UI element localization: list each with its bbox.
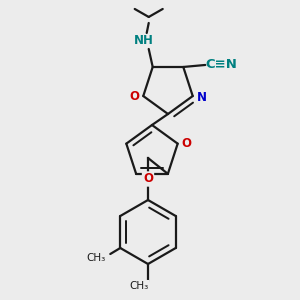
Text: CH₃: CH₃ — [129, 281, 148, 291]
Text: N: N — [197, 91, 207, 103]
Text: NH: NH — [134, 34, 154, 47]
Text: O: O — [143, 172, 153, 185]
Text: O: O — [129, 89, 139, 103]
Text: C≡N: C≡N — [205, 58, 237, 71]
Text: O: O — [182, 137, 192, 150]
Text: CH₃: CH₃ — [87, 253, 106, 263]
